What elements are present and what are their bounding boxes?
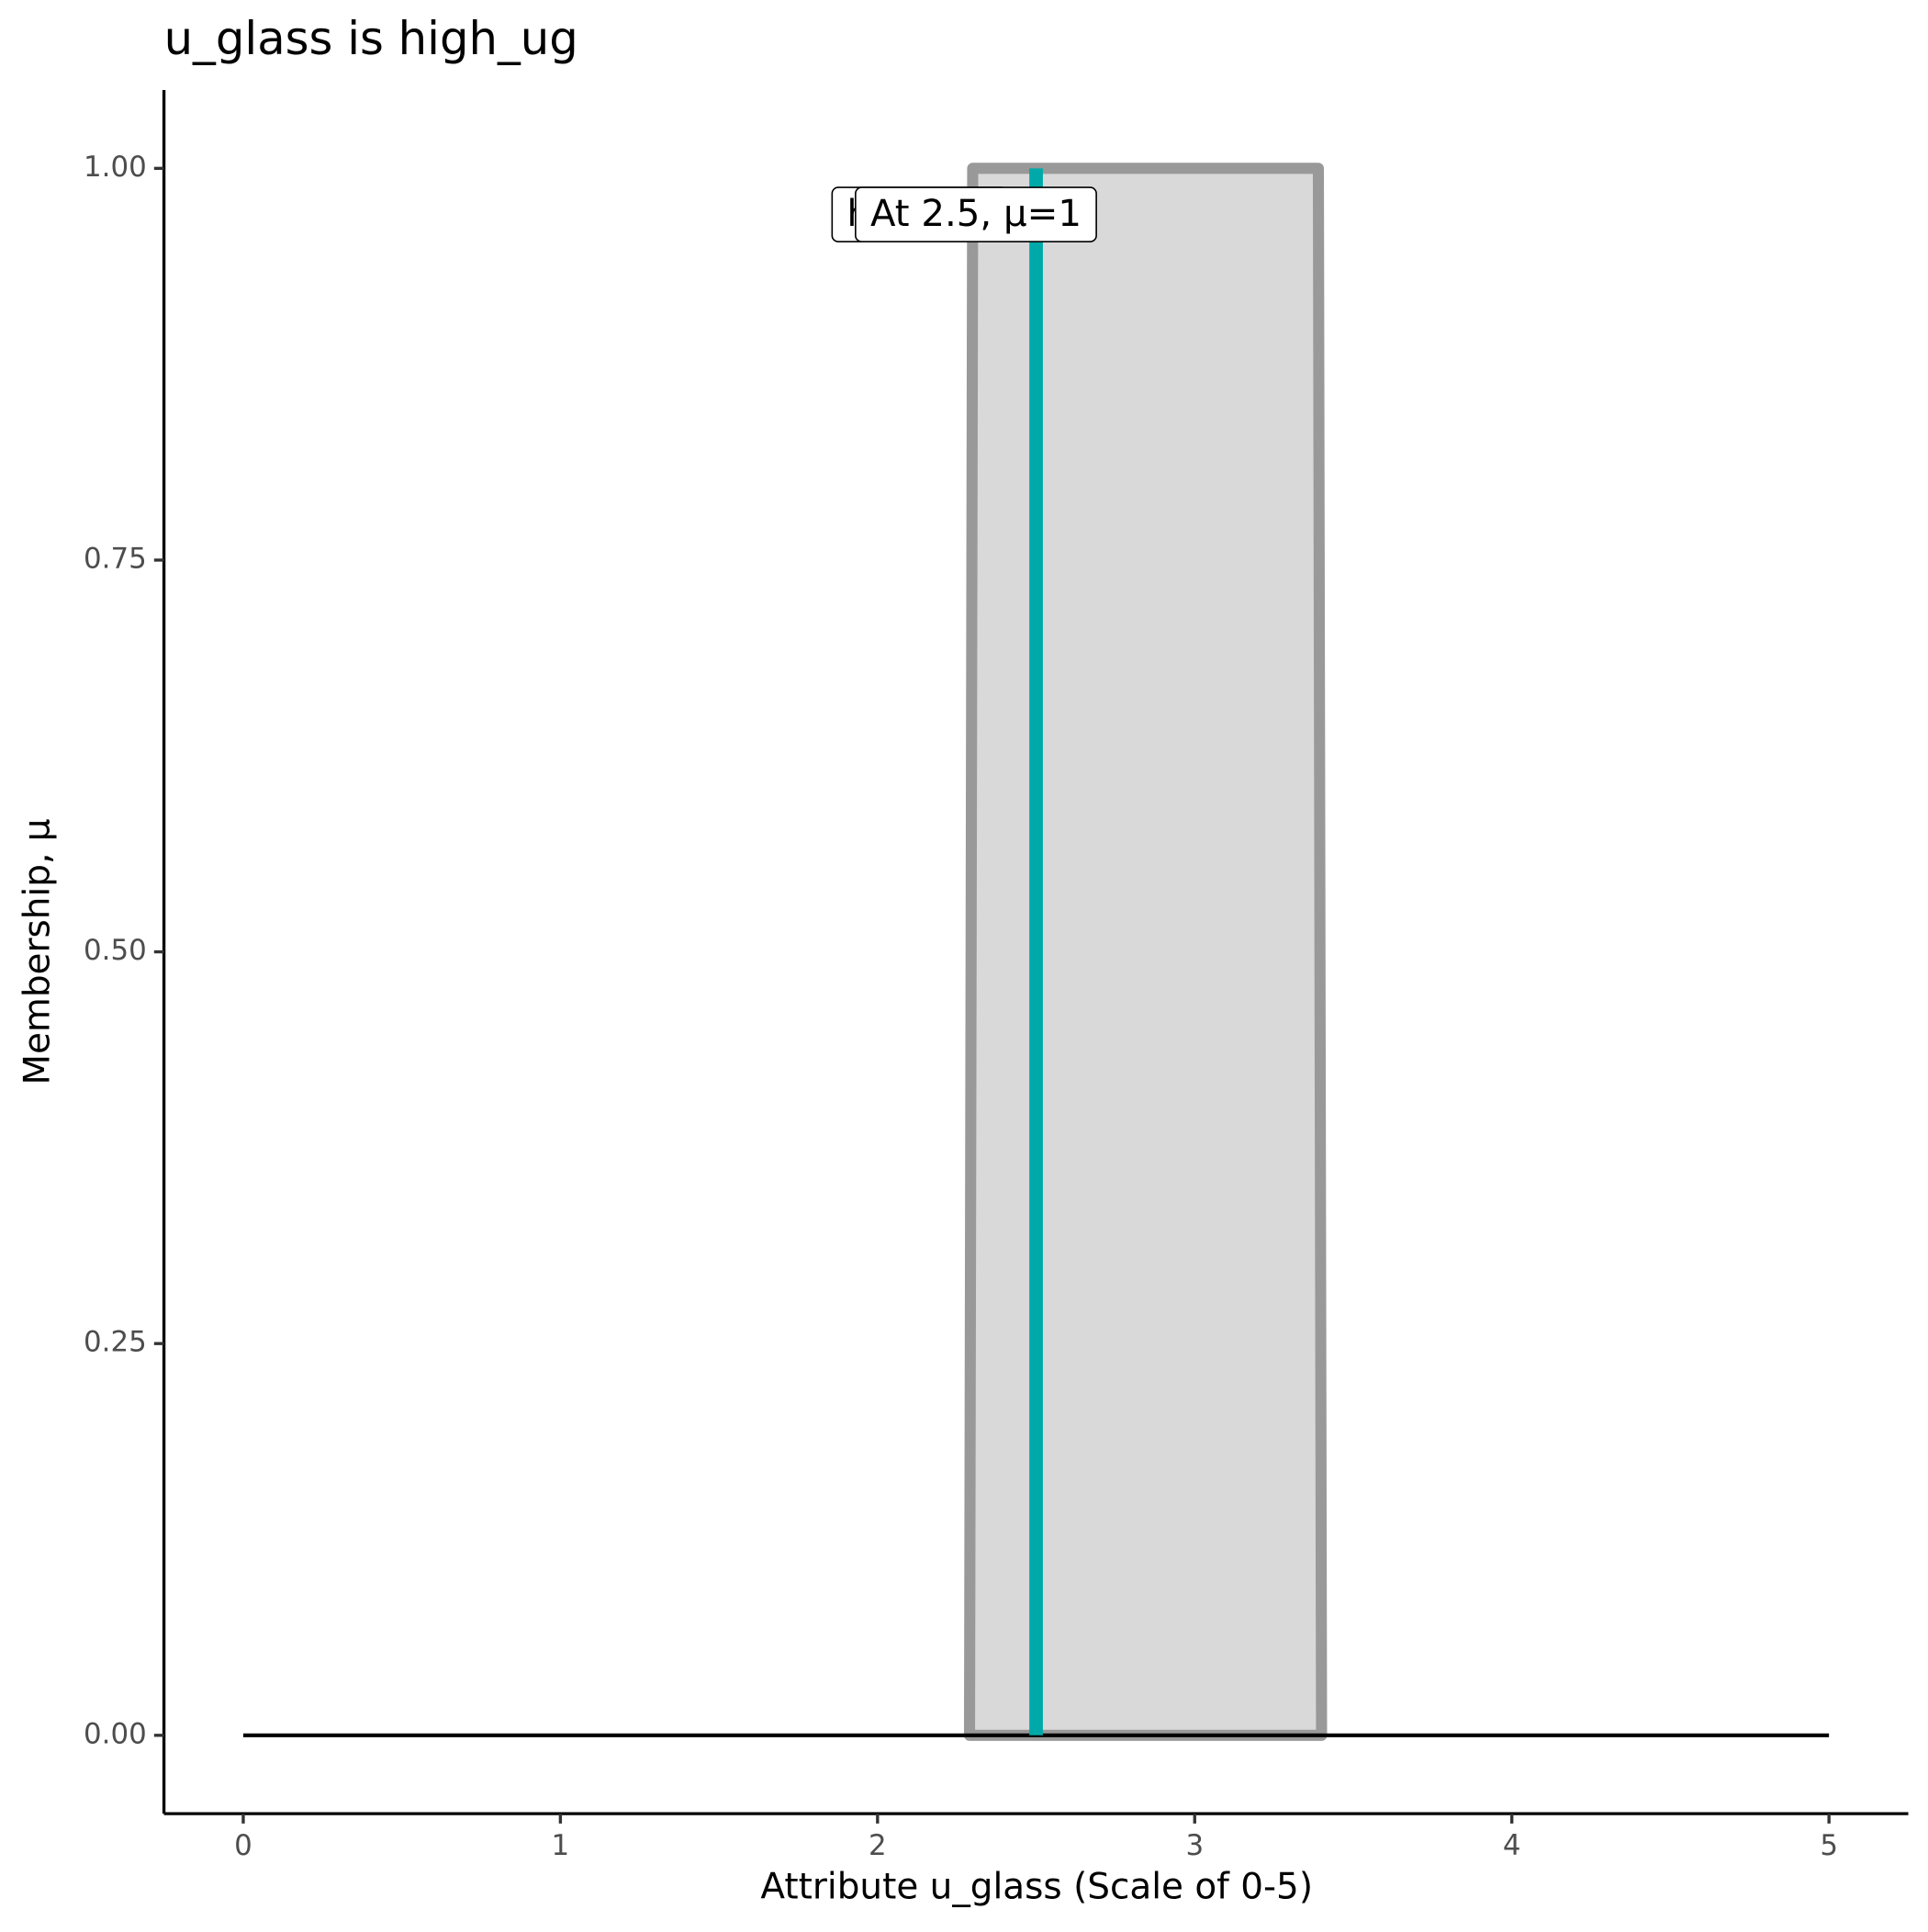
- annotation: At 2.5, μ=1: [855, 186, 1097, 242]
- x-axis-title: Attribute u_glass (Scale of 0-5): [760, 1867, 1313, 1908]
- annotation-box: [855, 186, 1097, 242]
- membership-area: [963, 163, 1328, 1741]
- x-tick-label: 2: [869, 1829, 887, 1862]
- chart-title: u_glass is high_ug: [164, 12, 578, 65]
- y-tick-label: 0.75: [84, 542, 147, 575]
- y-axis-title: Membership, μ: [17, 819, 58, 1085]
- x-tick-label: 5: [1820, 1829, 1838, 1862]
- x-tick-label: 1: [552, 1829, 570, 1862]
- y-tick-label: 1.00: [84, 151, 147, 184]
- y-tick-label: 0.25: [84, 1326, 147, 1359]
- y-tick-label: 0.50: [84, 934, 147, 967]
- x-tick-label: 0: [234, 1829, 252, 1862]
- x-tick-label: 3: [1185, 1829, 1204, 1862]
- y-tick-label: 0.00: [84, 1717, 147, 1750]
- annotation-label: At 2.5, μ=1: [870, 193, 1082, 235]
- x-tick-label: 4: [1503, 1829, 1521, 1862]
